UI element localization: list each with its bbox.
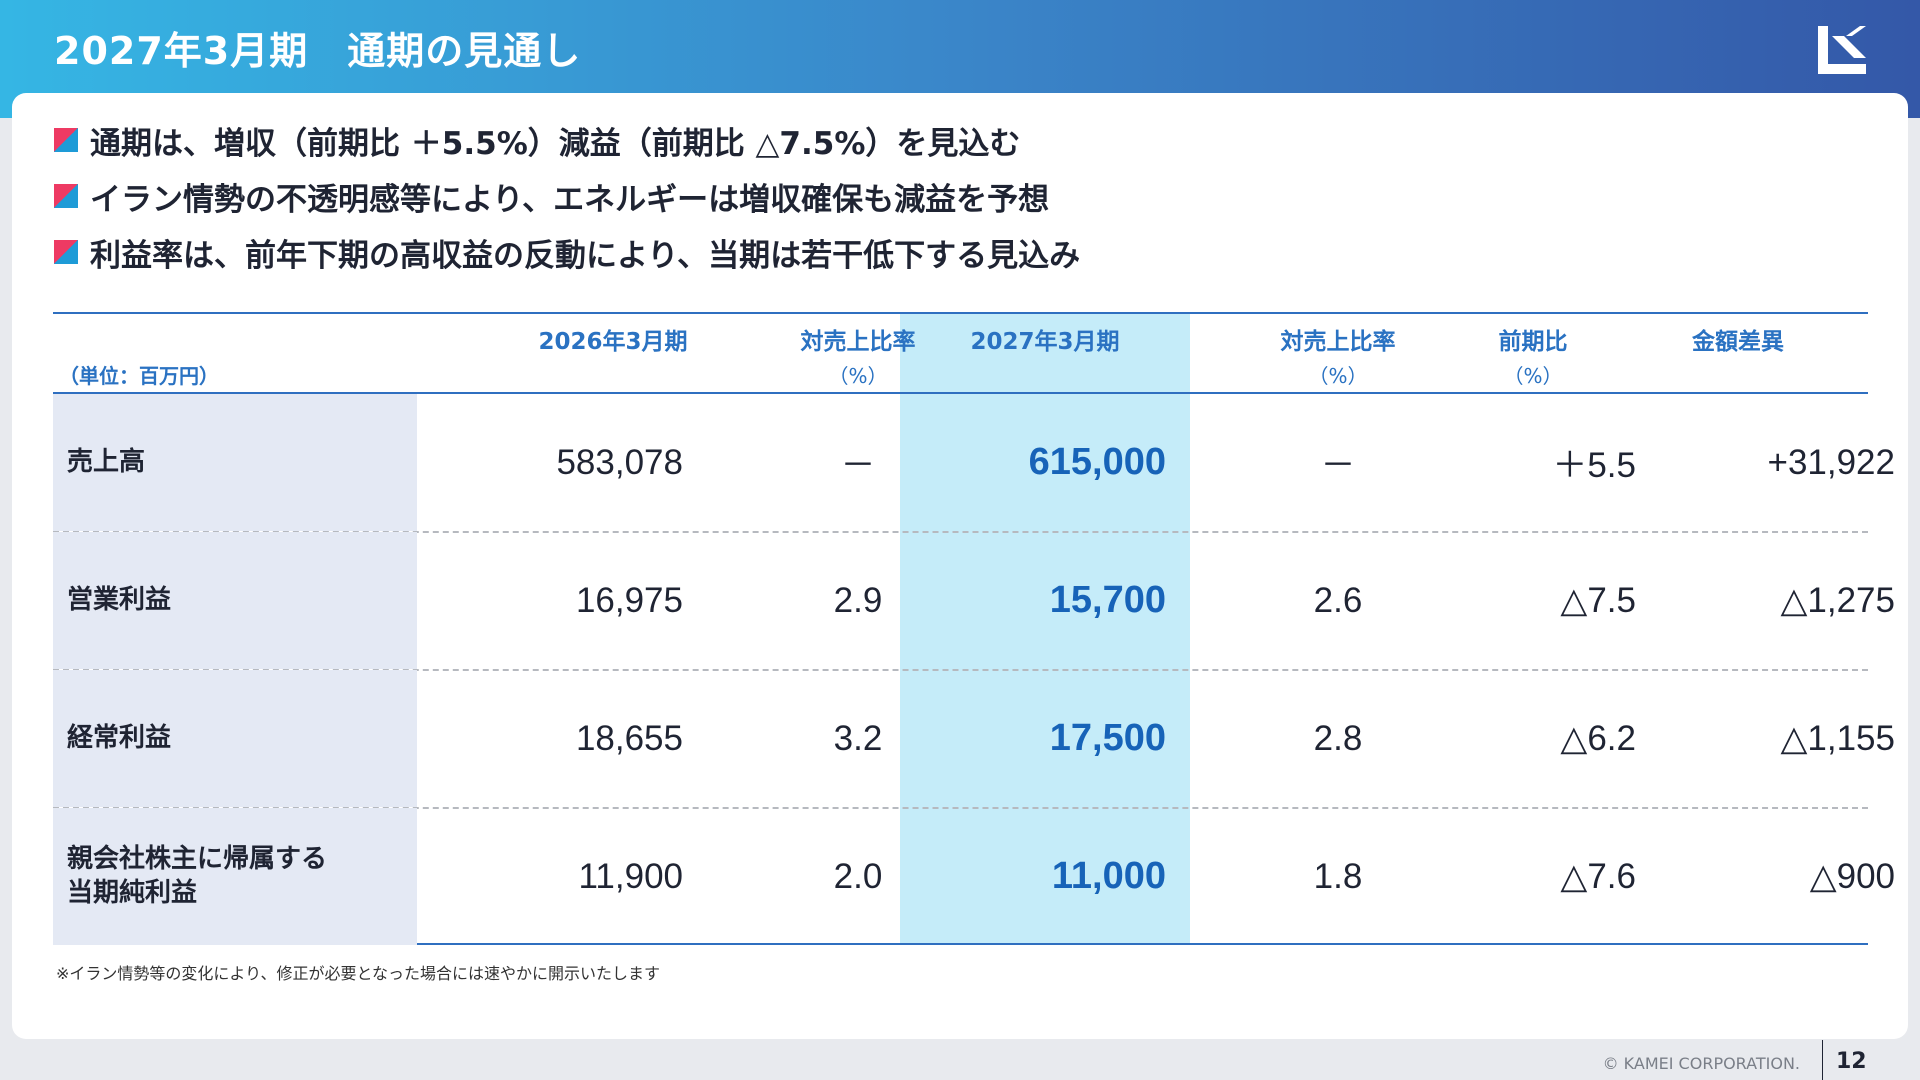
unit-label: （単位：百万円）: [59, 364, 219, 388]
cell-diff: +31,922: [1767, 442, 1896, 482]
header-diff-label: 金額差異: [1692, 329, 1784, 355]
bullet-marker-icon: [54, 184, 78, 208]
key-points: 通期は、増収（前期比 ＋5.5%）減益（前期比 △7.5%）を見込む イラン情勢…: [54, 112, 1080, 280]
table-header-rule: [53, 392, 1868, 394]
table-row-operating-profit: 営業利益 16,975 2.9 15,700 2.6 △7.5 △1,275: [53, 532, 1895, 671]
key-point: 通期は、増収（前期比 ＋5.5%）減益（前期比 △7.5%）を見込む: [54, 112, 1080, 168]
cell-fy2027: 11,000: [1051, 855, 1166, 897]
forecast-table: （単位：百万円） 2026年3月期 対売上比率 （%） 2027年3月期 対売上比…: [53, 312, 1895, 945]
footnote: ※イラン情勢等の変化により、修正が必要となった場合には速やかに開示いたします: [56, 964, 660, 983]
header-ratio-unit: （%）: [828, 364, 888, 388]
header-ratio-2026: 対売上比率 （%）: [733, 322, 983, 389]
header-ratio-unit: （%）: [1308, 364, 1368, 388]
footer-divider: [1822, 1040, 1823, 1080]
header-ratio-label: 対売上比率: [1280, 329, 1396, 355]
table-row-ordinary-profit: 経常利益 18,655 3.2 17,500 2.8 △6.2 △1,155: [53, 670, 1895, 809]
row-label: 営業利益: [53, 532, 417, 669]
header-fy2027-label: 2027年3月期: [970, 329, 1120, 355]
copyright-text: © KAMEI CORPORATION.: [1602, 1054, 1800, 1073]
row-label-line: 当期純利益: [67, 877, 198, 908]
cell-yoy: △7.6: [1560, 856, 1636, 896]
header-fy2026-label: 2026年3月期: [538, 329, 688, 355]
key-point-text: 通期は、増収（前期比 ＋5.5%）減益（前期比 △7.5%）を見込む: [90, 125, 1021, 162]
page-title: 2027年3月期 通期の見通し: [54, 29, 582, 73]
table-top-rule: [53, 312, 1868, 314]
cell-fy2026: 16,975: [575, 580, 683, 620]
cell-diff: △900: [1809, 856, 1895, 896]
header-yoy-label: 前期比: [1498, 329, 1568, 355]
cell-ratio-2027: －: [1320, 446, 1356, 485]
cell-ratio-2027: 2.6: [1313, 580, 1363, 620]
cell-fy2027: 15,700: [1049, 579, 1166, 621]
cell-fy2026: 18,655: [575, 718, 683, 758]
header-fy2027: 2027年3月期: [900, 322, 1190, 356]
cell-fy2026: 583,078: [556, 442, 683, 482]
cell-ratio-2027: 1.8: [1313, 856, 1363, 896]
cell-ratio-2027: 2.8: [1313, 718, 1363, 758]
row-label: 売上高: [53, 394, 417, 531]
key-point-text: イラン情勢の不透明感等により、エネルギーは増収確保も減益を予想: [90, 181, 1050, 218]
cell-ratio-2026: －: [840, 446, 876, 485]
table-row-net-income: 親会社株主に帰属する 当期純利益 11,900 2.0 11,000 1.8 △…: [53, 808, 1895, 945]
cell-ratio-2026: 2.0: [833, 856, 883, 896]
page-number: 12: [1836, 1049, 1867, 1074]
table-bottom-rule: [53, 943, 1868, 945]
key-point-text: 利益率は、前年下期の高収益の反動により、当期は若干低下する見込み: [90, 237, 1081, 274]
table-row-net-sales: 売上高 583,078 － 615,000 － ＋5.5 +31,922: [53, 394, 1895, 533]
row-label: 経常利益: [53, 670, 417, 807]
cell-yoy: ＋5.5: [1552, 446, 1636, 485]
cell-diff: △1,275: [1780, 580, 1895, 620]
header-yoy-unit: （%）: [1503, 364, 1563, 388]
key-point: イラン情勢の不透明感等により、エネルギーは増収確保も減益を予想: [54, 168, 1080, 224]
cell-yoy: △6.2: [1560, 718, 1636, 758]
cell-diff: △1,155: [1780, 718, 1895, 758]
cell-ratio-2026: 3.2: [833, 718, 883, 758]
cell-ratio-2026: 2.9: [833, 580, 883, 620]
fy2027-highlight-column: [900, 314, 1190, 944]
header-diff: 金額差異: [1633, 322, 1843, 356]
header-ratio-2027: 対売上比率 （%）: [1213, 322, 1463, 389]
header-fy2026: 2026年3月期: [453, 322, 773, 356]
key-point: 利益率は、前年下期の高収益の反動により、当期は若干低下する見込み: [54, 224, 1080, 280]
header-yoy: 前期比 （%）: [1433, 322, 1633, 389]
bullet-marker-icon: [54, 240, 78, 264]
company-logo-icon: [1818, 26, 1866, 74]
cell-fy2027: 17,500: [1049, 717, 1166, 759]
cell-yoy: △7.5: [1560, 580, 1636, 620]
header-ratio-label: 対売上比率: [800, 329, 916, 355]
row-label: 親会社株主に帰属する 当期純利益: [53, 808, 417, 945]
bullet-marker-icon: [54, 128, 78, 152]
cell-fy2027: 615,000: [1028, 441, 1166, 483]
cell-fy2026: 11,900: [578, 856, 683, 896]
row-label-line: 親会社株主に帰属する: [67, 843, 328, 874]
